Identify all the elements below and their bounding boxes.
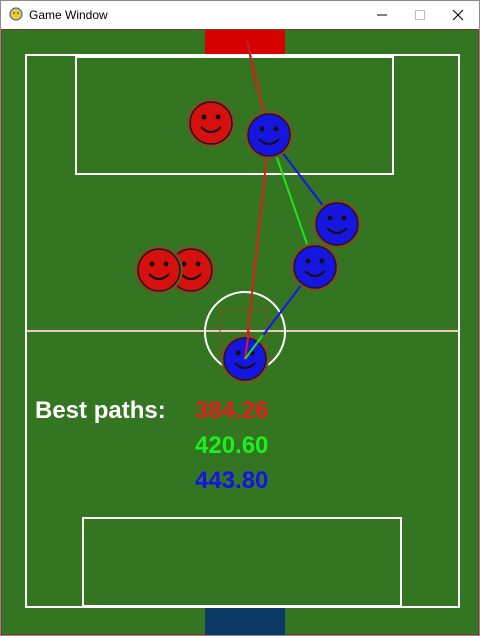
top-penalty-box	[75, 56, 394, 175]
pygame-icon	[9, 7, 23, 21]
soccer-field: Best paths: 384.26 420.60 443.80	[1, 29, 479, 635]
minimize-icon[interactable]	[363, 1, 401, 29]
best-paths-label: Best paths:	[35, 397, 166, 424]
blue-goal	[205, 607, 285, 635]
best-path-green-start	[244, 334, 264, 360]
red-player-3	[135, 246, 183, 294]
best-path-blue	[244, 134, 339, 360]
red-goal	[205, 30, 285, 55]
best-path-score-red: 384.26	[195, 397, 268, 424]
blue-player-2	[313, 200, 361, 248]
bottom-penalty-box	[82, 517, 402, 607]
title-bar[interactable]: Game Window	[1, 1, 479, 29]
best-path-score-green: 420.60	[195, 432, 268, 459]
window-title: Game Window	[29, 8, 108, 22]
maximize-icon[interactable]	[401, 1, 439, 29]
blue-player-3	[291, 243, 339, 291]
best-path-red-tail	[246, 40, 257, 94]
red-player-1	[187, 99, 235, 147]
blue-player-1	[245, 111, 293, 159]
best-path-red-start	[244, 330, 250, 360]
best-path-score-blue: 443.80	[195, 467, 268, 494]
close-icon[interactable]	[439, 1, 477, 29]
